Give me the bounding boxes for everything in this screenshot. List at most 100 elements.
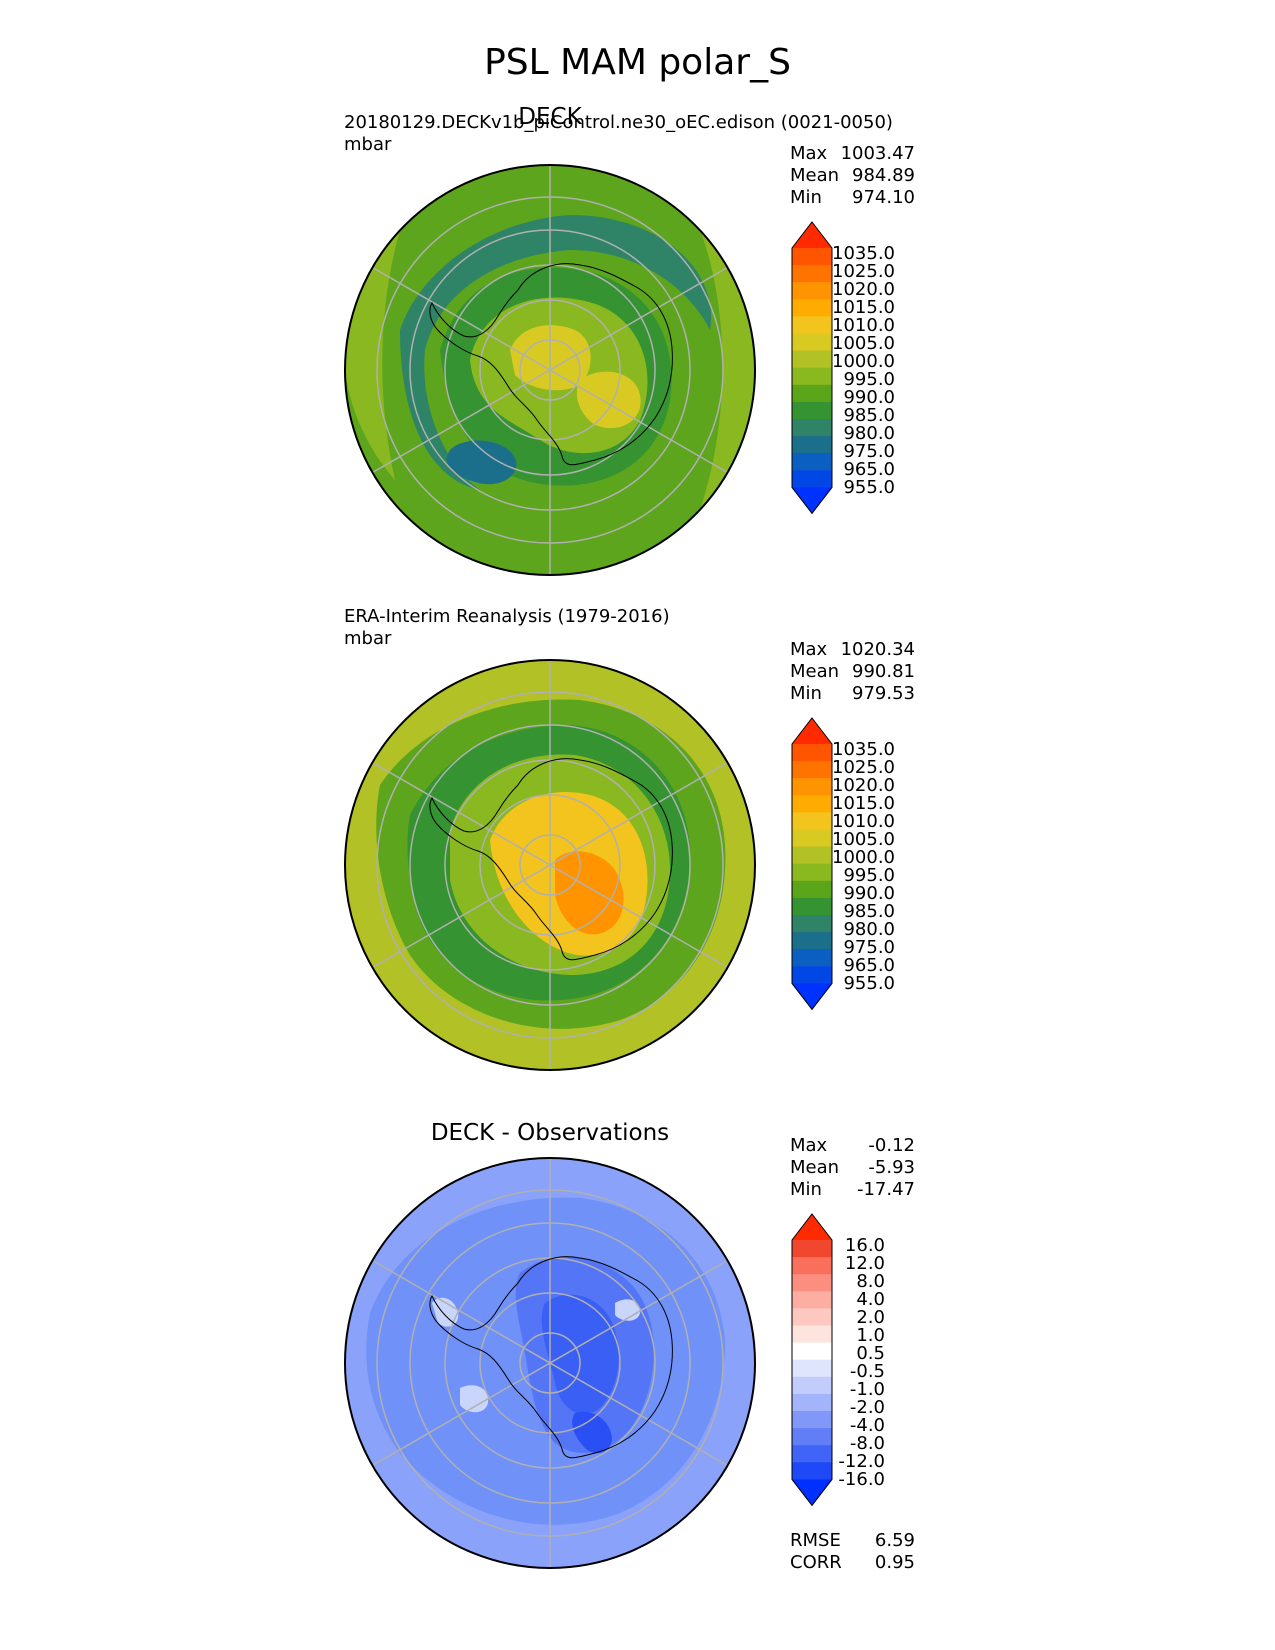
- colorbar-segment: [792, 419, 832, 437]
- colorbar-segment: [792, 367, 832, 386]
- cb-tick-label: -2.0: [849, 1397, 885, 1418]
- cb-tick-label: 965.0: [843, 459, 895, 480]
- colorbar-outline: [791, 221, 833, 515]
- colorbar-extend-max: [792, 222, 832, 248]
- cb-tick-label: 1000.0: [832, 847, 895, 868]
- colorbar-segment: [792, 1342, 832, 1361]
- colorbar-segment: [792, 1411, 832, 1429]
- cb-tick-label: 1010.0: [832, 811, 895, 832]
- panel-3-center-title: DECK - Observations: [430, 1120, 670, 1146]
- cb-tick-label: 980.0: [843, 423, 895, 444]
- colorbar-segment: [792, 795, 832, 813]
- panel-3-stat-min: Min -17.47: [790, 1179, 915, 1201]
- panel-2-stat-max: Max 1020.34: [790, 639, 915, 661]
- antarctica-coastline: [429, 1256, 673, 1459]
- stat-value: 974.10: [852, 187, 915, 208]
- colorbar-segment: [792, 1325, 832, 1344]
- colorbar-segment: [792, 744, 832, 762]
- map-fill-low-basin: [446, 440, 517, 485]
- map-fill-near-zero-basin: [460, 1385, 489, 1413]
- stat-label: Max: [790, 143, 828, 164]
- stat-label: Min: [790, 1179, 822, 1200]
- cb-tick-label: 965.0: [843, 955, 895, 976]
- metric-label: CORR: [790, 1552, 842, 1573]
- panel-1-colorbar: [791, 221, 833, 515]
- cb-tick-label: 995.0: [843, 369, 895, 390]
- colorbar-segment: [792, 316, 832, 334]
- figure-title: PSL MAM polar_S: [484, 42, 791, 83]
- cb-tick-label: 975.0: [843, 937, 895, 958]
- stat-value: 1003.47: [840, 143, 915, 164]
- stat-label: Max: [790, 1135, 828, 1156]
- cb-tick-label: 990.0: [843, 387, 895, 408]
- cb-tick-label: -16.0: [838, 1469, 885, 1490]
- panel-3-stat-mean: Mean -5.93: [790, 1157, 915, 1179]
- map-boundary: [344, 659, 756, 1071]
- colorbar-segment: [792, 846, 832, 865]
- panel-3-polar-map: [344, 1157, 756, 1569]
- colorbar-segment: [792, 265, 832, 283]
- metric-value: 6.59: [874, 1530, 915, 1551]
- panel-3-metric-corr: CORR 0.95: [790, 1552, 915, 1574]
- colorbar-segment: [792, 333, 832, 352]
- colorbar-segment: [792, 880, 832, 899]
- cb-tick-label: -1.0: [849, 1379, 885, 1400]
- panel-3-stat-max: Max -0.12: [790, 1135, 915, 1157]
- cb-tick-label: 1015.0: [832, 793, 895, 814]
- stat-label: Max: [790, 639, 828, 660]
- colorbar-segment: [792, 829, 832, 848]
- stat-label: Min: [790, 187, 822, 208]
- map-fill-high-1020: [555, 851, 624, 935]
- cb-tick-label: 975.0: [843, 441, 895, 462]
- colorbar-segment: [792, 812, 832, 830]
- cb-tick-label: -12.0: [838, 1451, 885, 1472]
- colorbar-segment: [792, 863, 832, 882]
- cb-tick-label: 955.0: [843, 973, 895, 994]
- colorbar-segment: [792, 1393, 832, 1412]
- colorbar-segment: [792, 1359, 832, 1378]
- colorbar-segment: [792, 1445, 832, 1463]
- panel-2-stat-mean: Mean 990.81: [790, 661, 915, 683]
- colorbar-segment: [792, 897, 832, 916]
- colorbar-segment: [792, 915, 832, 933]
- colorbar-outline: [791, 1213, 833, 1507]
- metric-label: RMSE: [790, 1530, 841, 1551]
- panel-1-polar-map: [344, 164, 756, 576]
- cb-tick-label: 12.0: [844, 1253, 885, 1274]
- colorbar-segment: [792, 1462, 832, 1480]
- panel-2-stat-min: Min 979.53: [790, 683, 915, 705]
- panel-2-units: mbar: [344, 628, 392, 649]
- colorbar-extend-min: [792, 1479, 832, 1506]
- map-fill-outer-ring: [345, 230, 400, 480]
- cb-tick-label: 955.0: [843, 477, 895, 498]
- map-fill-minus-16: [572, 1411, 612, 1454]
- colorbar-segment: [792, 453, 832, 471]
- stat-value: 990.81: [852, 661, 915, 682]
- cb-tick-label: 980.0: [843, 919, 895, 940]
- cb-tick-label: -0.5: [849, 1361, 885, 1382]
- colorbar-segment: [792, 470, 832, 488]
- colorbar-segment: [792, 282, 832, 300]
- cb-tick-label: 985.0: [843, 405, 895, 426]
- panel-3-colorbar: [791, 1213, 833, 1507]
- colorbar-segment: [792, 1257, 832, 1275]
- panel-1-left-title: 20180129.DECKv1b_piControl.ne30_oEC.edis…: [344, 112, 893, 133]
- cb-tick-label: 1025.0: [832, 757, 895, 778]
- colorbar-segment: [792, 932, 832, 950]
- colorbar-segment: [792, 299, 832, 317]
- stat-value: -5.93: [868, 1157, 915, 1178]
- cb-tick-label: 1000.0: [832, 351, 895, 372]
- cb-tick-label: -8.0: [849, 1433, 885, 1454]
- cb-tick-label: -4.0: [849, 1415, 885, 1436]
- cb-tick-label: 1015.0: [832, 297, 895, 318]
- panel-1-center-title: DECK: [518, 104, 582, 130]
- stat-label: Mean: [790, 661, 840, 682]
- colorbar-segment: [792, 1240, 832, 1258]
- colorbar-segment: [792, 384, 832, 403]
- colorbar-segment: [792, 966, 832, 984]
- map-boundary: [344, 164, 756, 576]
- cb-tick-label: 1005.0: [832, 333, 895, 354]
- colorbar-extend-max: [792, 718, 832, 744]
- panel-1-units: mbar: [344, 134, 392, 155]
- colorbar-segment: [792, 436, 832, 454]
